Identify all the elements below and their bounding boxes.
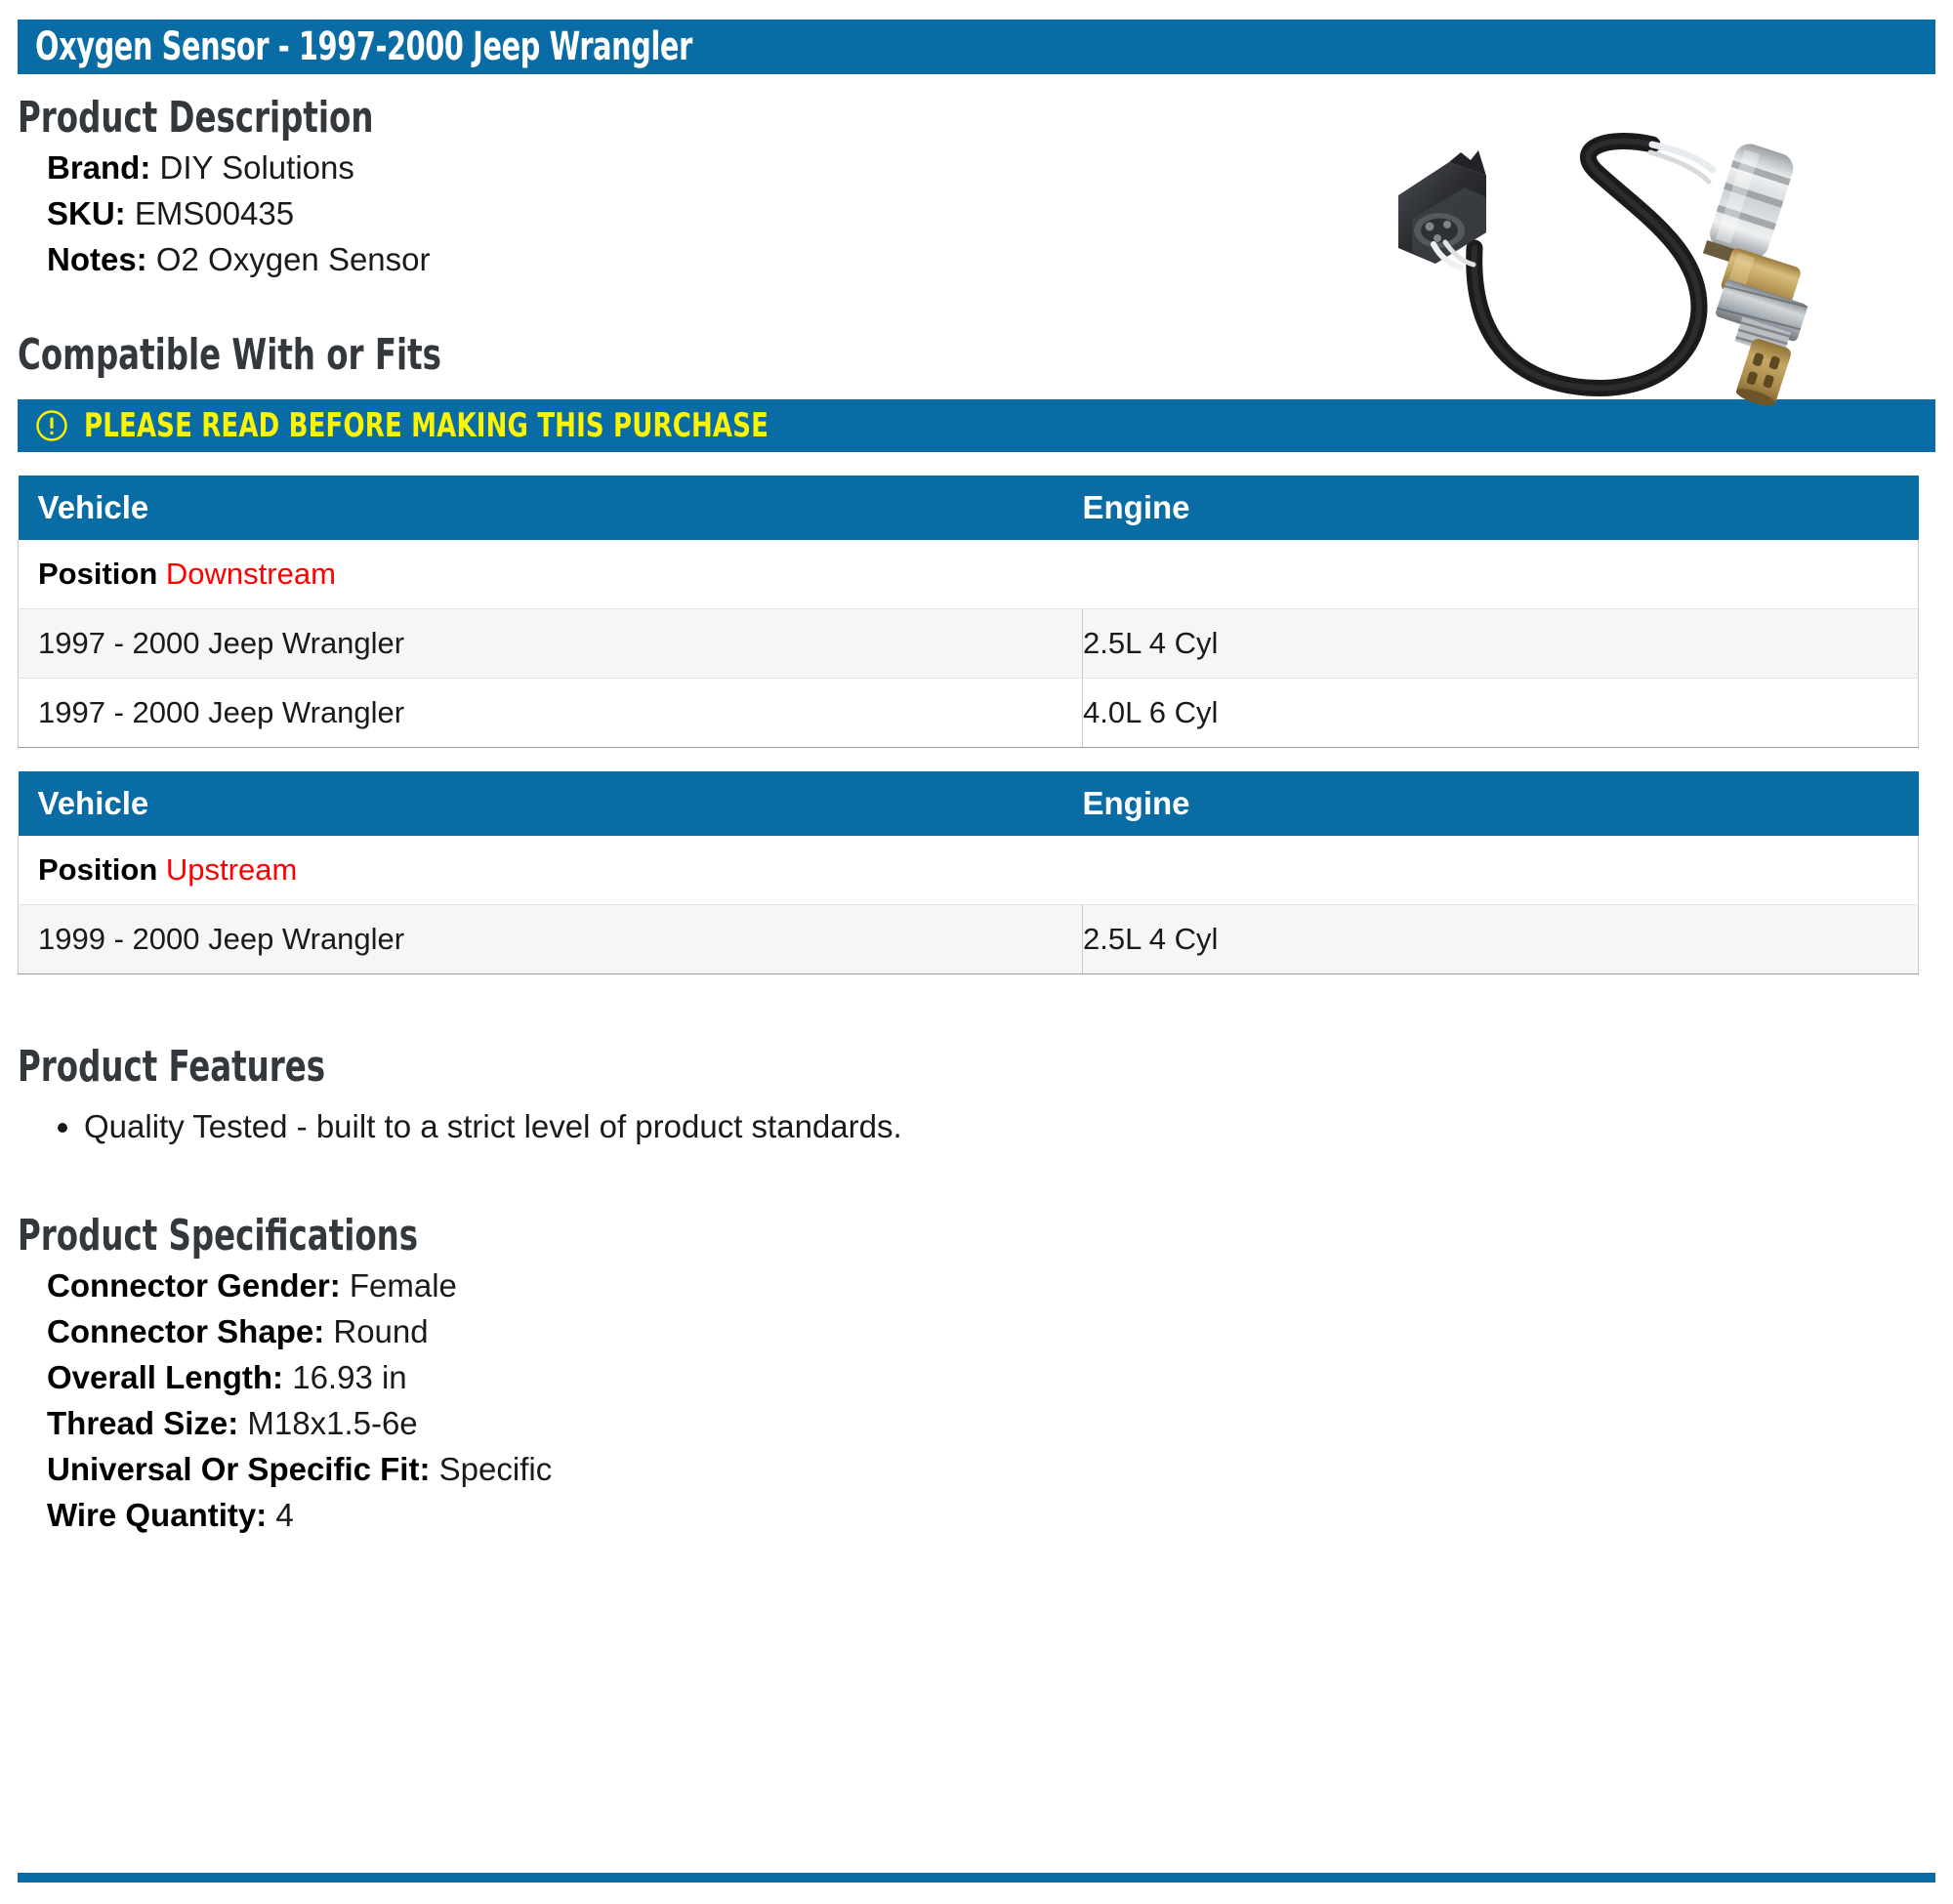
engine-cell: 2.5L 4 Cyl: [1082, 608, 1919, 680]
position-label: Position: [38, 852, 158, 888]
column-header-engine: Engine: [1082, 771, 1919, 837]
product-description-list: Brand: DIY Solutions SKU: EMS00435 Notes…: [18, 145, 1935, 282]
connector-gender-label: Connector Gender:: [47, 1266, 341, 1304]
thread-size-label: Thread Size:: [47, 1404, 239, 1441]
position-label: Position: [38, 557, 158, 592]
product-listing-page: Oxygen Sensor - 1997-2000 Jeep Wrangler …: [0, 20, 1953, 1904]
brand-value: DIY Solutions: [159, 149, 354, 186]
position-value: Downstream: [165, 557, 336, 592]
list-item: Wire Quantity: 4: [18, 1492, 1935, 1538]
page-title: Oxygen Sensor - 1997-2000 Jeep Wrangler: [35, 24, 692, 69]
notes-value: O2 Oxygen Sensor: [155, 241, 431, 278]
overall-length-value: 16.93 in: [292, 1358, 407, 1395]
vehicle-cell: 1997 - 2000 Jeep Wrangler: [18, 678, 1083, 749]
list-item: Universal Or Specific Fit: Specific: [18, 1446, 1935, 1492]
wire-quantity-label: Wire Quantity:: [47, 1496, 268, 1533]
purchase-warning-banner: PLEASE READ BEFORE MAKING THIS PURCHASE: [18, 399, 1935, 453]
table-header-row: Vehicle Engine: [18, 476, 1919, 541]
notes-label: Notes:: [47, 241, 147, 278]
wire-quantity-value: 4: [275, 1496, 294, 1533]
thread-size-value: M18x1.5-6e: [247, 1404, 418, 1441]
list-item: Quality Tested - built to a strict level…: [84, 1104, 1935, 1149]
product-specifications-list: Connector Gender: Female Connector Shape…: [18, 1262, 1935, 1538]
list-item: Notes: O2 Oxygen Sensor: [18, 236, 1935, 282]
page-title-bar: Oxygen Sensor - 1997-2000 Jeep Wrangler: [18, 20, 1935, 74]
product-image: [1377, 102, 1943, 414]
universal-or-specific-fit-value: Specific: [438, 1450, 553, 1487]
sku-value: EMS00435: [134, 195, 295, 232]
overall-length-label: Overall Length:: [47, 1358, 284, 1395]
universal-or-specific-fit-label: Universal Or Specific Fit:: [47, 1450, 431, 1487]
fitment-table-downstream: Vehicle Engine Position Downstream 1997 …: [18, 476, 1919, 749]
list-item: SKU: EMS00435: [18, 190, 1935, 236]
list-item: Overall Length: 16.93 in: [18, 1354, 1935, 1400]
engine-cell: 4.0L 6 Cyl: [1082, 678, 1919, 749]
table-row: 1997 - 2000 Jeep Wrangler 4.0L 6 Cyl: [18, 678, 1919, 749]
product-description-heading: Product Description: [18, 93, 374, 143]
table-header-row: Vehicle Engine: [18, 771, 1919, 837]
brand-label: Brand:: [47, 149, 151, 186]
connector-shape-value: Round: [333, 1312, 429, 1349]
column-header-engine: Engine: [1082, 476, 1919, 541]
fitment-table-upstream: Vehicle Engine Position Upstream 1999 - …: [18, 771, 1919, 975]
position-row: Position Upstream: [18, 836, 1919, 906]
vehicle-cell: 1999 - 2000 Jeep Wrangler: [18, 904, 1083, 975]
list-item: Connector Gender: Female: [18, 1262, 1935, 1308]
connector-gender-value: Female: [349, 1266, 457, 1304]
product-description-section: Product Description Brand: DIY Solutions…: [18, 93, 1935, 282]
exclamation-circle-icon: [35, 409, 68, 442]
sku-label: SKU:: [47, 195, 126, 232]
connector-shape-label: Connector Shape:: [47, 1312, 325, 1349]
product-features-list: Quality Tested - built to a strict level…: [18, 1104, 1935, 1149]
column-header-vehicle: Vehicle: [18, 476, 1083, 541]
list-item: Connector Shape: Round: [18, 1308, 1935, 1354]
position-value: Upstream: [165, 852, 298, 888]
table-row: 1997 - 2000 Jeep Wrangler 2.5L 4 Cyl: [18, 608, 1919, 680]
vehicle-cell: 1997 - 2000 Jeep Wrangler: [18, 608, 1083, 680]
position-row: Position Downstream: [18, 540, 1919, 610]
list-item: Thread Size: M18x1.5-6e: [18, 1400, 1935, 1446]
purchase-warning-text: PLEASE READ BEFORE MAKING THIS PURCHASE: [84, 406, 769, 446]
product-features-heading: Product Features: [18, 1042, 326, 1093]
column-header-vehicle: Vehicle: [18, 771, 1083, 837]
position-cell: Position Upstream: [18, 836, 1919, 906]
compatibility-heading: Compatible With or Fits: [18, 330, 442, 381]
list-item: Brand: DIY Solutions: [18, 145, 1935, 190]
product-specifications-heading: Product Specifications: [18, 1210, 419, 1261]
engine-cell: 2.5L 4 Cyl: [1082, 904, 1919, 975]
table-row: 1999 - 2000 Jeep Wrangler 2.5L 4 Cyl: [18, 904, 1919, 975]
position-cell: Position Downstream: [18, 540, 1919, 610]
bottom-accent-bar: [18, 1873, 1935, 1883]
